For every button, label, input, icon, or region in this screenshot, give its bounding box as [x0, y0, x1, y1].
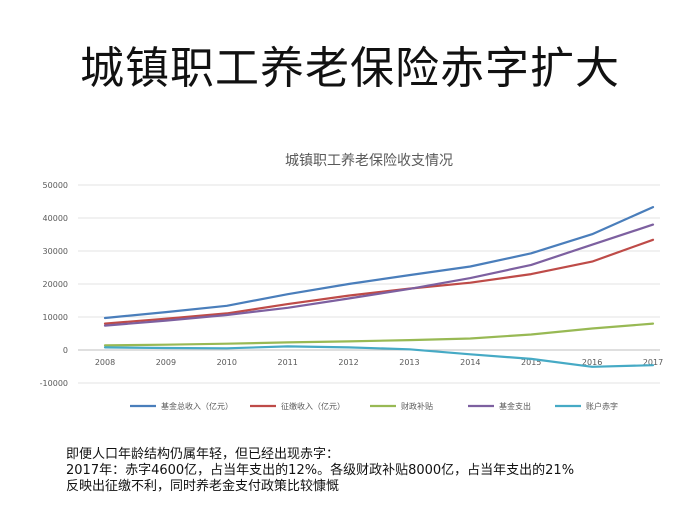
note-line-3: 反映出征缴不利，同时养老金支付政策比较慷慨	[66, 479, 340, 494]
x-tick-label: 2015	[521, 358, 541, 367]
y-tick-label: 20000	[43, 280, 68, 289]
series-line-3	[103, 322, 655, 347]
y-tick-label: 10000	[43, 313, 68, 322]
chart: 城镇职工养老保险收支情况 50000 40000 30000 20000 10000 0 -1…	[40, 153, 664, 411]
x-tick-label: 2008	[95, 358, 115, 367]
y-tick-label: 30000	[43, 247, 68, 256]
notes: 即便人口年龄结构仍属年轻，但已经出现赤字： 2017年：赤字4600亿，占当年支…	[66, 447, 686, 495]
y-tick-label: 0	[63, 346, 68, 355]
series-line-5	[103, 345, 655, 368]
x-tick-label: 2013	[399, 358, 419, 367]
x-tick-label: 2011	[277, 358, 297, 367]
legend-label-5: 账户赤字	[586, 401, 618, 411]
y-tick-label: 40000	[43, 214, 68, 223]
x-tick-label: 2014	[460, 358, 480, 367]
y-tick-label: 50000	[43, 181, 68, 190]
series-line-2	[103, 238, 655, 325]
legend-label-2: 征缴收入（亿元）	[281, 401, 345, 411]
legend-label-3: 财政补贴	[401, 401, 433, 411]
y-tick-label: -10000	[40, 379, 68, 388]
x-tick-label: 2016	[582, 358, 602, 367]
x-tick-label: 2012	[338, 358, 358, 367]
chart-title: 城镇职工养老保险收支情况	[285, 153, 453, 169]
series-line-1	[103, 205, 655, 320]
x-tick-label: 2017	[643, 358, 663, 367]
legend-label-1: 基金总收入（亿元）	[161, 401, 233, 411]
slide-title: 城镇职工养老保险赤字扩大	[80, 43, 620, 94]
x-tick-label: 2009	[156, 358, 176, 367]
legend-label-4: 基金支出	[499, 401, 531, 411]
series-line-4	[103, 223, 655, 327]
note-line-2: 2017年：赤字4600亿，占当年支出的12%。各级财政补贴8000亿，占当年支…	[66, 463, 575, 478]
x-tick-label: 2010	[217, 358, 237, 367]
note-line-1: 即便人口年龄结构仍属年轻，但已经出现赤字：	[66, 447, 340, 462]
